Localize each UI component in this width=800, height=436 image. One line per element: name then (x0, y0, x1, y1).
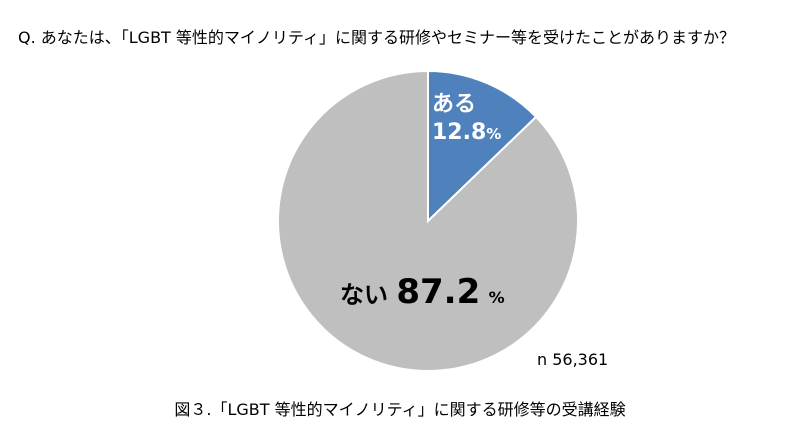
percent-unit-yes: % (486, 125, 502, 143)
slice-label-no: ない 87.2 % (340, 272, 505, 312)
pie-slice-yes (427, 69, 538, 224)
question-text: Q. あなたは、「LGBT 等性的マイノリティ」に関する研修やセミナー等を受けた… (18, 28, 735, 47)
sample-size: n 56,361 (537, 350, 609, 369)
percent-unit-no: % (488, 288, 505, 307)
pie-slices (277, 69, 579, 372)
slice-label-yes-value: 12.8% (432, 119, 501, 148)
slice-label-yes: ある 12.8% (432, 91, 501, 148)
slice-label-yes-name: ある (432, 92, 477, 117)
slice-value-yes: 12.8 (432, 120, 487, 145)
slice-label-no-name: ない (340, 281, 388, 309)
chart-title: 図３.「LGBT 等性的マイノリティ」に関する研修等の受講経験 (174, 400, 626, 419)
slice-value-no: 87.2 (396, 272, 481, 312)
pie-slice-no (277, 69, 579, 372)
